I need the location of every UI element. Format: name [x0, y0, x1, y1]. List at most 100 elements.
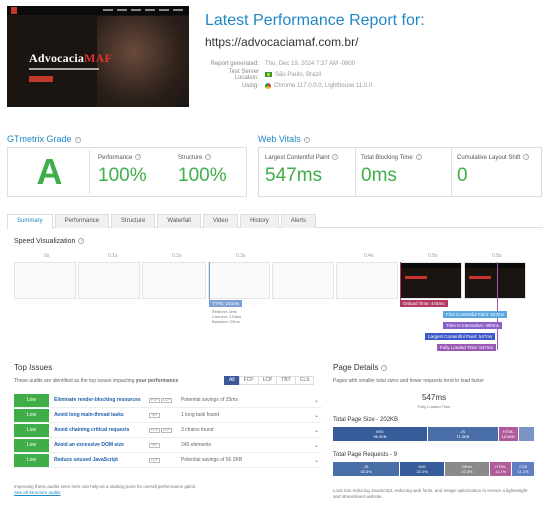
tab-structure[interactable]: Structure [111, 214, 156, 228]
fully-loaded-marker: Fully Loaded Time: 547ms [437, 344, 496, 351]
help-icon[interactable]: ? [74, 137, 81, 143]
filter-cls[interactable]: CLS [294, 376, 315, 385]
ttfb-details: Redirect: 0ms Connect: 219ms Backend: 22… [212, 309, 241, 324]
filter-fcp[interactable]: FCP [238, 376, 259, 385]
issues-list: Low Eliminate render-blocking resources … [14, 393, 322, 468]
bar-segment[interactable]: HTML 18.8KB [498, 427, 519, 441]
filter-lcp[interactable]: LCP [257, 376, 278, 385]
chevron-down-icon[interactable]: ⌄ [314, 457, 320, 464]
lcp-marker: Largest Contentful Paint: 547ms [425, 333, 496, 340]
chevron-down-icon[interactable]: ⌄ [314, 397, 320, 404]
chrome-icon [265, 82, 271, 89]
metric-badge: LCP [149, 457, 160, 463]
ttfb-marker-line [209, 262, 210, 300]
issue-name[interactable]: Avoid chaining critical requests [54, 427, 130, 433]
help-icon[interactable]: ? [523, 154, 530, 160]
tbt-value: 0ms [361, 165, 397, 186]
filmstrip-frame [14, 262, 76, 299]
tab-video[interactable]: Video [202, 214, 239, 228]
meta-value: Thu, Dec 19, 2024 7:37 AM -0800 [265, 60, 356, 67]
issue-name[interactable]: Eliminate render-blocking resources [54, 397, 141, 403]
issue-row[interactable]: Low Avoid chaining critical requests FCP… [14, 423, 322, 438]
tab-waterfall[interactable]: Waterfall [157, 214, 201, 228]
vitals-title: Web Vitals [258, 134, 301, 144]
issue-row[interactable]: Low Avoid an excessive DOM size TBT 245 … [14, 438, 322, 453]
bar-segment[interactable] [518, 427, 535, 441]
fcp-marker: First Contentful Paint: 547ms [443, 311, 508, 318]
page-size-bar: IMG 96.3KB JS 71.3KB HTML 18.8KB [333, 427, 535, 441]
bar-segment[interactable]: JS 33.3% [333, 462, 401, 476]
top-issues-footer-text: Improving these audits seen here can hel… [14, 484, 197, 489]
bar-segment[interactable]: JS 71.3KB [427, 427, 499, 441]
lcp-value: 547ms [265, 165, 323, 186]
speed-viz-title-text: Speed Visualization [14, 238, 76, 245]
help-icon[interactable]: ? [78, 238, 85, 244]
see-all-structure-audits-link[interactable]: See all Structure audits [14, 490, 61, 495]
bar-segment[interactable]: Other 22.2% [445, 462, 490, 476]
tti-marker: Time to Interactive: 490ms [443, 322, 502, 329]
filter-tbt[interactable]: TBT [276, 376, 296, 385]
chevron-down-icon[interactable]: ⌄ [314, 442, 320, 449]
tab-alerts[interactable]: Alerts [280, 214, 317, 228]
issue-impact: Potential savings of 25ms [181, 397, 238, 403]
segment-label: CSS [519, 464, 528, 469]
chevron-down-icon[interactable]: ⌄ [314, 412, 320, 419]
issue-name[interactable]: Reduce unused JavaScript [54, 457, 118, 463]
issue-row[interactable]: Low Reduce unused JavaScript LCP Potenti… [14, 453, 322, 468]
thumbnail-title-accent: MAF [84, 51, 113, 65]
cls-label: Cumulative Layout Shift [457, 155, 521, 161]
bar-segment[interactable]: IMG 96.3KB [333, 427, 428, 441]
thumbnail-title: Advocacia [29, 51, 85, 65]
onload-marker-line [400, 262, 401, 300]
onload-time-marker: Onload Time: 444ms [400, 300, 448, 307]
top-issues-subtitle: These audits are identified as the top i… [14, 378, 178, 384]
cls-metric: Cumulative Layout Shift? 0 [457, 154, 530, 187]
help-icon[interactable]: ? [332, 154, 339, 160]
tab-summary[interactable]: Summary [7, 214, 53, 229]
brazil-flag-icon [265, 72, 272, 77]
issue-name[interactable]: Avoid an excessive DOM size [54, 442, 124, 448]
fully-loaded-marker-line [497, 262, 498, 350]
issue-impact: 245 elements [181, 442, 212, 448]
page-requests-bar: JS 33.3% IMG 22.2% Other 22.2% HTML 11.1% CSS 11.… [333, 462, 535, 476]
segment-value: 11.1% [495, 469, 507, 474]
cls-value: 0 [457, 165, 468, 186]
bar-segment[interactable]: HTML 11.1% [489, 462, 513, 476]
help-icon[interactable]: ? [135, 154, 142, 160]
timeline-tick: 0.1s [108, 253, 118, 259]
bar-segment[interactable]: IMG 22.2% [400, 462, 446, 476]
issue-name[interactable]: Avoid long main-thread tasks [54, 412, 124, 418]
chevron-down-icon[interactable]: ⌄ [314, 427, 320, 434]
tab-history[interactable]: History [240, 214, 279, 228]
page-size-title: Total Page Size - 202KB [333, 417, 399, 423]
page-details-title: Page Details? [333, 363, 388, 372]
segment-label: HTML [495, 464, 507, 469]
report-url[interactable]: https://advocaciamaf.com.br/ [205, 35, 359, 49]
grade-letter: A [10, 150, 90, 194]
bar-segment[interactable]: CSS 11.1% [512, 462, 535, 476]
page-details-footer: Look into reducing JavaScript, reducing … [333, 488, 528, 499]
filter-all[interactable]: All [224, 376, 240, 385]
meta-value: São Paulo, Brazil [275, 71, 322, 78]
timeline-tick: 0.3s [236, 253, 246, 259]
site-screenshot-thumbnail: AdvocaciaMAF [7, 6, 189, 107]
help-icon[interactable]: ? [205, 154, 212, 160]
timeline-tick: 0.4s [364, 253, 374, 259]
ttfb-marker: TTFB: 241ms [209, 300, 243, 307]
segment-value: 11.1% [517, 469, 529, 474]
filmstrip-frame [272, 262, 334, 299]
segment-value: 22.2% [461, 469, 473, 474]
top-issues-subtitle-bold: your performance [135, 378, 179, 384]
page-details-subtitle: Pages with smaller total sizes and fewer… [333, 378, 484, 384]
severity-badge: Low [14, 393, 49, 407]
help-icon[interactable]: ? [303, 137, 310, 143]
tab-performance[interactable]: Performance [54, 214, 110, 228]
help-icon[interactable]: ? [415, 154, 422, 160]
segment-label: HTML [502, 429, 514, 434]
segment-label: IMG [376, 429, 384, 434]
issue-row[interactable]: Low Avoid long main-thread tasks TBT 1 l… [14, 408, 322, 423]
severity-badge: Low [14, 453, 49, 467]
lcp-metric: Largest Contentful Paint? 547ms [265, 154, 339, 187]
issue-row[interactable]: Low Eliminate render-blocking resources … [14, 393, 322, 408]
help-icon[interactable]: ? [381, 365, 388, 371]
